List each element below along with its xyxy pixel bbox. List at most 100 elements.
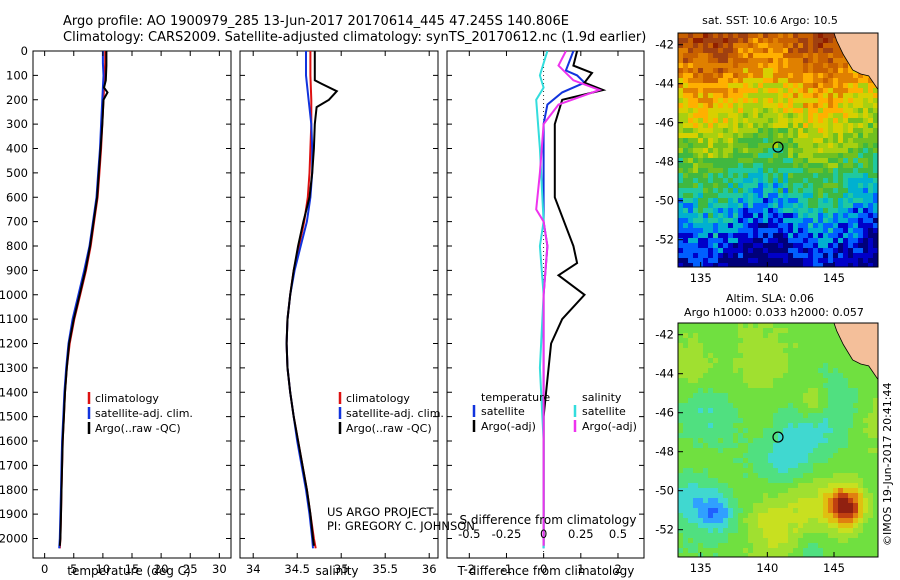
map-cell bbox=[808, 413, 813, 418]
map-cell bbox=[778, 213, 783, 218]
map-cell bbox=[693, 323, 698, 328]
map-cell bbox=[748, 33, 753, 38]
map-y-tick-label: -52 bbox=[655, 233, 674, 247]
map-cell bbox=[713, 498, 718, 503]
map-cell bbox=[798, 433, 803, 438]
map-cell bbox=[733, 378, 738, 383]
map-cell bbox=[808, 53, 813, 58]
map-cell bbox=[703, 238, 708, 243]
map-cell bbox=[763, 258, 768, 263]
map-cell bbox=[863, 123, 868, 128]
map-cell bbox=[693, 158, 698, 163]
map-cell bbox=[773, 398, 778, 403]
map-cell bbox=[753, 368, 758, 373]
map-cell bbox=[678, 258, 683, 263]
map-cell bbox=[738, 323, 743, 328]
map-cell bbox=[728, 228, 733, 233]
map-cell bbox=[863, 453, 868, 458]
map-cell bbox=[693, 488, 698, 493]
map-cell bbox=[743, 223, 748, 228]
map-cell bbox=[843, 363, 848, 368]
map-cell bbox=[803, 208, 808, 213]
map-cell bbox=[828, 188, 833, 193]
map-cell bbox=[788, 348, 793, 353]
map-cell bbox=[843, 348, 848, 353]
map-cell bbox=[748, 133, 753, 138]
figure-title-line2: Climatology: CARS2009. Satellite-adjuste… bbox=[63, 30, 647, 45]
map-cell bbox=[808, 333, 813, 338]
map-cell bbox=[758, 93, 763, 98]
map-cell bbox=[823, 423, 828, 428]
x-tick-label: 1 bbox=[577, 562, 584, 576]
map-cell bbox=[788, 263, 793, 267]
map-cell bbox=[848, 253, 853, 258]
map-cell bbox=[808, 118, 813, 123]
map-cell bbox=[813, 88, 818, 93]
map-cell bbox=[828, 248, 833, 253]
map-cell bbox=[693, 338, 698, 343]
map-cell bbox=[803, 378, 808, 383]
map-cell bbox=[753, 163, 758, 168]
map-cell bbox=[678, 193, 683, 198]
map-cell bbox=[823, 148, 828, 153]
map-cell bbox=[808, 473, 813, 478]
map-cell bbox=[753, 453, 758, 458]
map-cell bbox=[848, 98, 853, 103]
map-cell bbox=[723, 83, 728, 88]
map-cell bbox=[778, 383, 783, 388]
map-cell bbox=[823, 58, 828, 63]
map-cell bbox=[753, 108, 758, 113]
map-cell bbox=[778, 153, 783, 158]
map-cell bbox=[703, 98, 708, 103]
map-cell bbox=[698, 448, 703, 453]
map-cell bbox=[723, 533, 728, 538]
map-cell bbox=[843, 133, 848, 138]
map-cell bbox=[688, 38, 693, 43]
map-cell bbox=[833, 453, 838, 458]
map-cell bbox=[753, 533, 758, 538]
map-cell bbox=[823, 398, 828, 403]
map-cell bbox=[873, 518, 878, 523]
map-cell bbox=[708, 398, 713, 403]
map-cell bbox=[743, 393, 748, 398]
map-cell bbox=[808, 103, 813, 108]
map-cell bbox=[758, 228, 763, 233]
map-cell bbox=[828, 328, 833, 333]
map-cell bbox=[698, 63, 703, 68]
map-cell bbox=[753, 553, 758, 557]
map-cell bbox=[733, 68, 738, 73]
map-cell bbox=[778, 43, 783, 48]
map-cell bbox=[733, 523, 738, 528]
map-cell bbox=[683, 348, 688, 353]
map-cell bbox=[778, 508, 783, 513]
map-cell bbox=[698, 228, 703, 233]
map-cell bbox=[828, 438, 833, 443]
map-cell bbox=[743, 528, 748, 533]
map-cell bbox=[718, 393, 723, 398]
map-cell bbox=[843, 108, 848, 113]
map-cell bbox=[803, 538, 808, 543]
map-cell bbox=[683, 473, 688, 478]
map-cell bbox=[768, 243, 773, 248]
map-cell bbox=[828, 53, 833, 58]
map-cell bbox=[798, 393, 803, 398]
map-cell bbox=[728, 83, 733, 88]
map-cell bbox=[763, 388, 768, 393]
map-cell bbox=[823, 73, 828, 78]
map-cell bbox=[853, 528, 858, 533]
map-cell bbox=[773, 48, 778, 53]
map-cell bbox=[853, 253, 858, 258]
y-tick-label: 600 bbox=[6, 190, 28, 204]
map-cell bbox=[853, 233, 858, 238]
map-cell bbox=[798, 148, 803, 153]
map-cell bbox=[703, 358, 708, 363]
map-cell bbox=[708, 453, 713, 458]
map-cell bbox=[823, 368, 828, 373]
map-cell bbox=[748, 493, 753, 498]
map-cell bbox=[808, 428, 813, 433]
map-cell bbox=[678, 168, 683, 173]
map-cell bbox=[693, 498, 698, 503]
map-cell bbox=[683, 38, 688, 43]
map-cell bbox=[748, 543, 753, 548]
map-cell bbox=[753, 203, 758, 208]
